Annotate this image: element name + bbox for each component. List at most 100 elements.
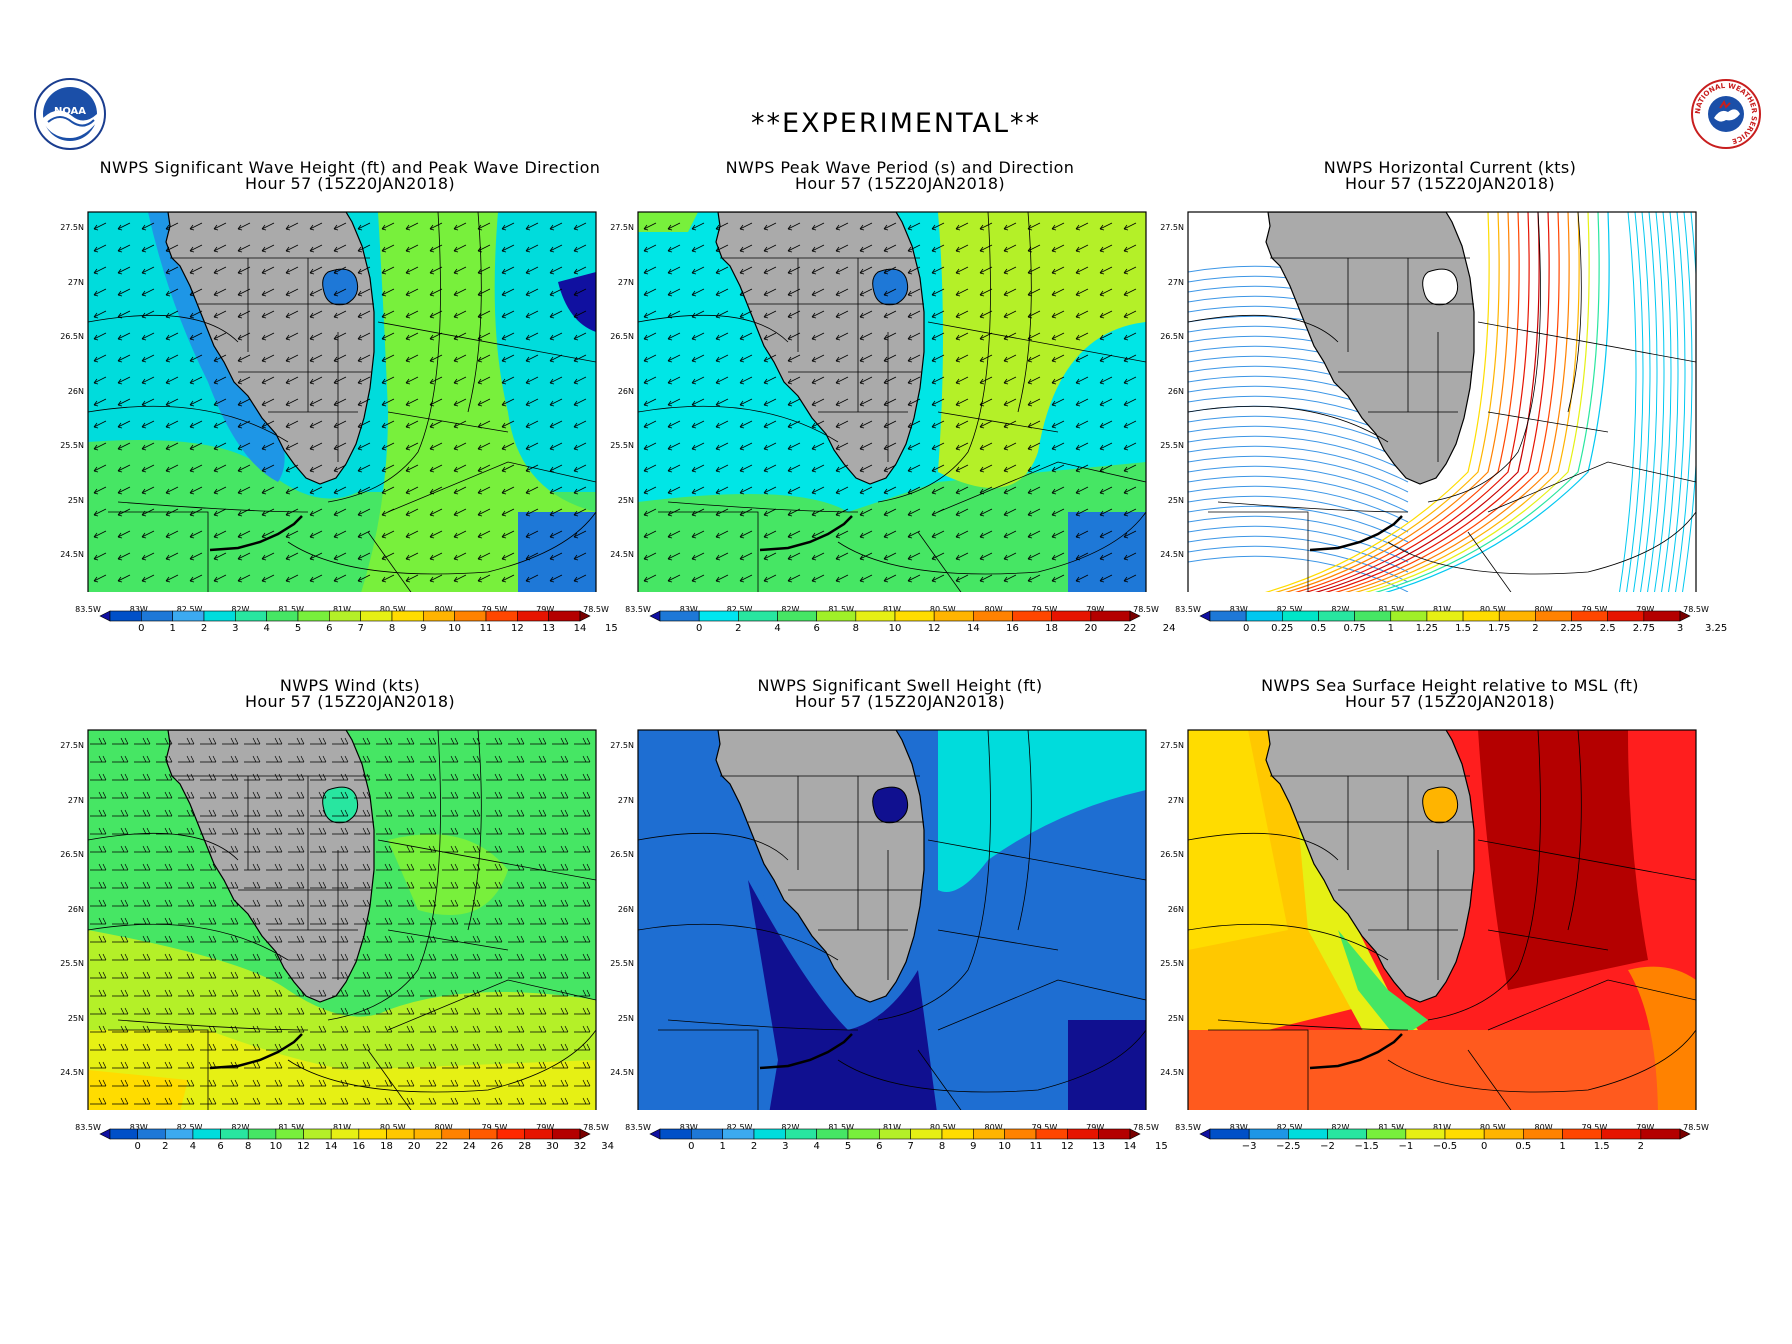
wind-barb: [222, 773, 239, 781]
wind-barb: [112, 1025, 129, 1033]
wave-direction-arrow: [715, 574, 729, 583]
wind-barb: [200, 881, 217, 889]
wind-barb: [530, 845, 547, 853]
wind-barb: [310, 773, 327, 781]
wind-barb: [178, 791, 195, 799]
wave-direction-arrow: [93, 574, 107, 583]
lon-label: 81W: [1432, 605, 1452, 614]
wave-direction-arrow: [715, 266, 729, 275]
wind-barb: [134, 1079, 151, 1087]
wave-direction-arrow: [381, 244, 395, 253]
wave-direction-arrow: [1003, 552, 1017, 561]
wind-barb: [442, 737, 459, 745]
wave-direction-arrow: [1099, 508, 1113, 517]
colorbar-swatch: [910, 1128, 943, 1140]
wave-direction-arrow: [309, 244, 323, 253]
lon-label: 80.5W: [379, 1123, 406, 1132]
marine-zone-line: [1217, 1019, 1409, 1031]
colorbar-swatch: [192, 1128, 221, 1140]
colorbar-swatch: [548, 610, 581, 622]
panel-subtitle: Hour 57 (15Z20JAN2018): [244, 692, 456, 711]
wind-barb: [508, 845, 525, 853]
wind-barb: [244, 827, 261, 835]
wave-direction-arrow: [811, 398, 825, 407]
wave-direction-arrow: [477, 266, 491, 275]
wave-direction-arrow: [859, 310, 873, 319]
wave-direction-arrow: [1123, 244, 1137, 253]
wave-direction-arrow: [691, 310, 705, 319]
wave-direction-arrow: [189, 442, 203, 451]
wave-direction-arrow: [1075, 442, 1089, 451]
wave-direction-arrow: [715, 530, 729, 539]
wave-direction-arrow: [1099, 398, 1113, 407]
wind-barb: [486, 935, 503, 943]
wave-direction-arrow: [525, 310, 539, 319]
wave-direction-arrow: [1123, 530, 1137, 539]
wave-direction-arrow: [955, 376, 969, 385]
colorbar-swatch: [391, 610, 424, 622]
wind-barb: [354, 827, 371, 835]
wave-direction-arrow: [93, 288, 107, 297]
map-svg: [637, 211, 1147, 592]
wind-barb: [354, 971, 371, 979]
wind-barb: [288, 989, 305, 997]
wave-direction-arrow: [931, 244, 945, 253]
wave-direction-arrow: [763, 420, 777, 429]
wave-direction-arrow: [1027, 354, 1041, 363]
lat-label: 26N: [1167, 386, 1184, 396]
lon-label: 82W: [781, 605, 800, 614]
florida-keys: [209, 515, 303, 552]
lon-label: 82.5W: [726, 1123, 753, 1132]
wind-barb: [310, 863, 327, 871]
wind-barb: [178, 845, 195, 853]
wave-direction-arrow: [787, 354, 801, 363]
colorbar-label: 9: [420, 623, 427, 634]
wind-barb: [112, 1007, 129, 1015]
colorbar-label: 2: [750, 1141, 758, 1152]
wind-barb: [464, 1007, 481, 1015]
wind-barb: [464, 845, 481, 853]
wave-direction-arrow: [573, 486, 587, 495]
wind-barb: [134, 1097, 151, 1105]
colorbar-swatch: [579, 610, 591, 622]
wave-direction-arrow: [237, 574, 251, 583]
wind-barb: [156, 917, 173, 925]
wave-direction-arrow: [261, 222, 275, 231]
marine-zone-line: [287, 1029, 596, 1093]
wave-direction-arrow: [763, 508, 777, 517]
wave-direction-arrow: [1099, 222, 1113, 231]
nws-logo: NATIONAL WEATHER SERVICE: [1690, 78, 1762, 154]
wave-direction-arrow: [715, 288, 729, 297]
wave-direction-arrow: [763, 552, 777, 561]
lat-label: 26.5N: [1160, 332, 1184, 341]
marine-zone-line: [287, 511, 596, 575]
wave-direction-arrow: [835, 376, 849, 385]
wind-barb: [442, 809, 459, 817]
wave-direction-arrow: [979, 266, 993, 275]
lon-label: 81.5W: [828, 605, 855, 614]
wave-direction-arrow: [213, 288, 227, 297]
wind-barb: [244, 881, 261, 889]
wave-direction-arrow: [285, 332, 299, 341]
wind-barb: [310, 953, 327, 961]
wind-barb: [420, 845, 437, 853]
wind-barb: [464, 755, 481, 763]
wave-direction-arrow: [501, 244, 515, 253]
lat-label: 27N: [67, 277, 84, 287]
marine-zone-line: [327, 730, 441, 1021]
wave-direction-arrow: [261, 266, 275, 275]
colorbar-swatches: [649, 1128, 1141, 1140]
wind-barb: [332, 827, 349, 835]
wind-barb: [90, 1097, 107, 1105]
wave-direction-arrow: [955, 244, 969, 253]
wind-barb: [266, 755, 283, 763]
wave-direction-arrow: [1075, 398, 1089, 407]
wave-direction-arrow: [333, 508, 347, 517]
colorbar-swatch: [1209, 610, 1247, 622]
lon-label: 80W: [1534, 1123, 1553, 1132]
wave-direction-arrow: [979, 552, 993, 561]
lon-label: 81.5W: [828, 1123, 855, 1132]
wind-barb: [244, 899, 261, 907]
wave-direction-arrow: [907, 222, 921, 231]
wind-barb: [420, 1043, 437, 1051]
